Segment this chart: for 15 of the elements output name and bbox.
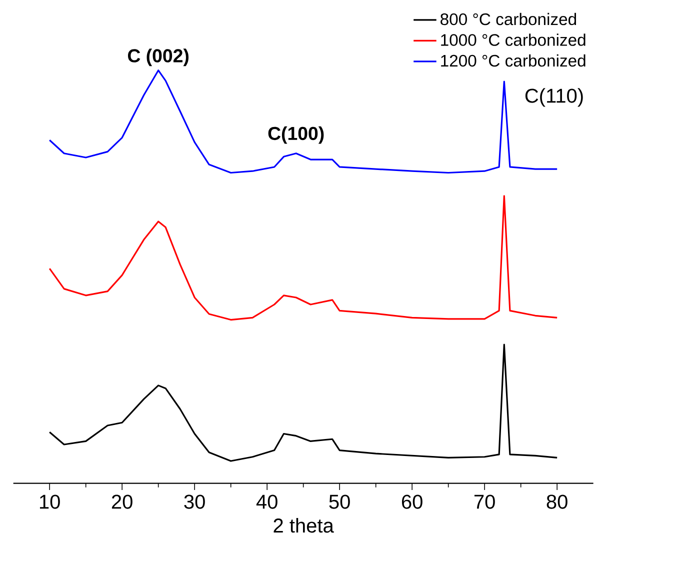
x-tick-label: 60 <box>402 494 422 509</box>
legend-label: 800 °C carbonized <box>440 12 576 26</box>
legend-label: 1000 °C carbonized <box>441 34 586 46</box>
annotation: C (002) <box>128 48 189 66</box>
x-tick-label: 20 <box>112 494 132 509</box>
legend-label: 1200 °C carbonized <box>441 54 586 67</box>
x-tick-label: 30 <box>184 494 205 509</box>
x-tick-label: 10 <box>40 494 60 509</box>
x-axis-title: 2 theta <box>274 518 334 533</box>
x-tick-label: 40 <box>256 494 278 509</box>
x-tick-label: 70 <box>474 494 495 509</box>
x-tick-label: 80 <box>546 494 568 509</box>
annotation: C(110) <box>525 88 583 107</box>
annotation: C(100) <box>268 126 324 144</box>
x-tick-label: 50 <box>329 494 350 509</box>
